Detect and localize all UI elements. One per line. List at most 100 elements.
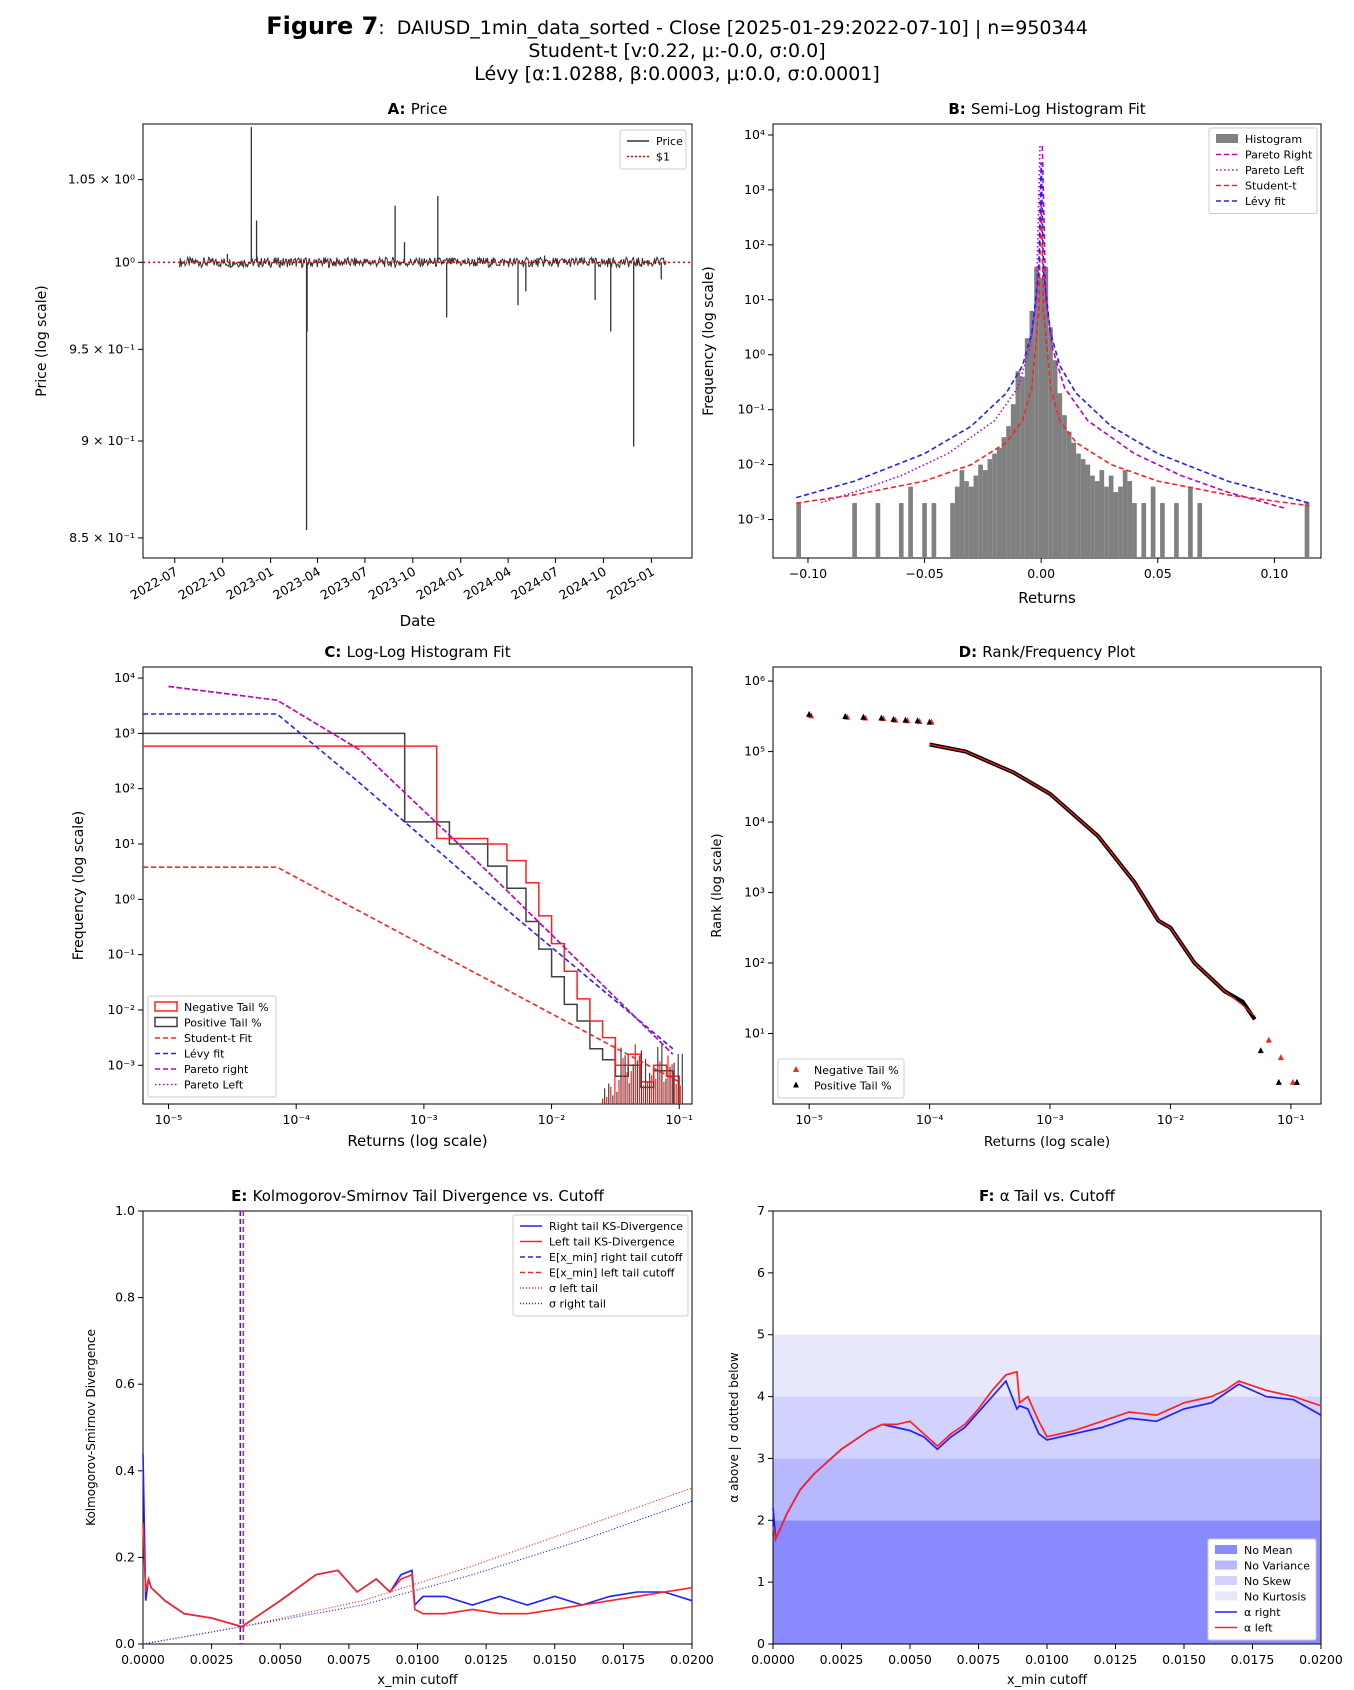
- legend-box: [619, 129, 687, 170]
- legend-box: [1208, 127, 1318, 214]
- y-tick-label: 10²: [744, 237, 765, 252]
- x-axis-label: Date: [400, 612, 436, 630]
- x-tick-label: 2023-07: [318, 564, 371, 603]
- x-tick-label: 10⁻²: [1157, 1112, 1185, 1127]
- histogram-bar: [1034, 266, 1039, 558]
- rank-marker-positive: [1293, 1078, 1300, 1085]
- x-tick-label: 0.10: [1260, 566, 1288, 581]
- legend-label: E[x_min] left tail cutoff: [549, 1267, 675, 1280]
- plot-frame: [142, 123, 693, 559]
- y-tick-label: 10⁶: [744, 673, 765, 688]
- legend-label: Student-t: [1245, 180, 1297, 193]
- histogram-bar: [1057, 393, 1063, 558]
- legend-swatch: [1216, 134, 1238, 143]
- panel-title: C: Log-Log Histogram Fit: [324, 643, 510, 661]
- histogram-bar: [1104, 486, 1109, 558]
- panel-title: D: Rank/Frequency Plot: [959, 643, 1136, 661]
- x-tick-label: −0.05: [905, 566, 943, 581]
- panel-title-text: Kolmogorov-Smirnov Tail Divergence vs. C…: [253, 1187, 605, 1205]
- y-tick-label: 10⁻²: [737, 457, 765, 472]
- x-tick-label: 10⁻³: [1036, 1112, 1064, 1127]
- y-tick-label: 9 × 10⁻¹: [81, 433, 135, 448]
- x-tick-label: 0.0150: [1162, 1652, 1206, 1667]
- legend-label: Positive Tail %: [814, 1080, 892, 1093]
- histogram-bar: [1122, 470, 1128, 558]
- panel-e-ks: E: Kolmogorov-Smirnov Tail Divergence vs…: [84, 1187, 714, 1688]
- histogram-bar: [898, 503, 904, 558]
- histogram-bar: [982, 470, 988, 558]
- y-tick-label: 7: [757, 1203, 765, 1218]
- histogram-bar: [875, 503, 881, 558]
- x-tick-label: 2024-10: [556, 564, 609, 603]
- x-tick-label: 0.00: [1027, 566, 1055, 581]
- x-tick-label: 2022-07: [128, 564, 181, 603]
- x-tick-label: 2024-07: [508, 564, 561, 603]
- y-tick-label: 8.5 × 10⁻¹: [69, 530, 135, 545]
- y-tick-label: 10⁰: [114, 254, 135, 269]
- y-tick-label: 9.5 × 10⁻¹: [69, 341, 135, 356]
- histogram-bar: [1094, 481, 1100, 558]
- rank-marker-positive: [890, 715, 897, 722]
- legend-box: [147, 995, 277, 1098]
- legend-label: Histogram: [1245, 133, 1302, 146]
- histogram-bar: [1080, 459, 1086, 558]
- alpha-left-line: [772, 1370, 1322, 1542]
- figure-title: DAIUSD_1min_data_sorted - Close [2025-01…: [396, 17, 1088, 39]
- x-tick-label: 0.0100: [1025, 1652, 1069, 1667]
- y-tick-label: 10⁻²: [107, 1002, 135, 1017]
- x-axis-label: Returns (log scale): [984, 1134, 1110, 1150]
- panel-d-rank: D: Rank/Frequency Plot 10⁻⁵ 10⁻⁴ 10⁻³ 10⁻² 10…: [710, 643, 1322, 1150]
- figure-label: Figure 7: [266, 12, 379, 40]
- y-axis-label: Price (log scale): [34, 285, 50, 396]
- x-tick-label: 10⁻¹: [665, 1112, 693, 1127]
- histogram-bar: [852, 503, 857, 558]
- x-axis-label: x_min cutoff: [1007, 1673, 1088, 1688]
- histogram-bar: [1038, 277, 1044, 558]
- rank-marker-positive: [842, 713, 849, 720]
- y-tick-label: 10⁻³: [737, 512, 765, 527]
- y-tick-label: 10³: [114, 725, 135, 740]
- y-tick-label: 6: [757, 1265, 765, 1280]
- legend-swatch: [793, 1066, 799, 1072]
- y-axis-label: α above | σ dotted below: [727, 1352, 741, 1502]
- histogram-bar: [978, 464, 983, 558]
- histogram-bar: [1090, 475, 1095, 558]
- negative-tail-step: [143, 745, 680, 1104]
- x-tick-label: 0.0175: [602, 1652, 646, 1667]
- x-tick-label: 0.0100: [396, 1652, 440, 1667]
- legend-label: Right tail KS-Divergence: [549, 1220, 683, 1233]
- x-tick-label: 0.05: [1144, 566, 1172, 581]
- rank-marker-negative: [1277, 1054, 1284, 1061]
- histogram-bar: [1024, 338, 1030, 558]
- y-tick-label: 10⁴: [744, 127, 765, 142]
- x-tick-label: 10⁻⁵: [795, 1112, 823, 1127]
- fit-line-student-t-fit: [143, 866, 680, 1083]
- rank-marker-positive: [878, 714, 885, 721]
- y-tick-label: 1.05 × 10⁰: [68, 172, 135, 187]
- rank-marker-positive: [806, 710, 813, 717]
- legend-box: [512, 1214, 689, 1317]
- panel-title: A: Price: [388, 100, 448, 118]
- figure-subtitle-student: Student-t [v:0.22, μ:-0.0, σ:0.0]: [528, 40, 826, 62]
- plot-frame: [772, 666, 1322, 1105]
- histogram-bar: [1132, 503, 1137, 558]
- legend-box: [777, 1058, 905, 1099]
- panel-title: B: Semi-Log Histogram Fit: [948, 100, 1145, 118]
- legend-label: σ left tail: [549, 1282, 598, 1295]
- x-tick-label: 10⁻³: [410, 1112, 438, 1127]
- panel-title: F: α Tail vs. Cutoff: [979, 1187, 1116, 1205]
- y-tick-label: 10³: [744, 182, 765, 197]
- y-tick-label: 0.4: [115, 1463, 135, 1478]
- histogram-bar: [950, 503, 955, 558]
- y-tick-label: 10⁰: [114, 891, 135, 906]
- histogram-bar: [987, 459, 993, 558]
- legend-swatch: [1215, 1591, 1237, 1601]
- left-tail-ks-line: [142, 1522, 693, 1628]
- panel-title-text: Price: [411, 100, 448, 118]
- legend-label: Left tail KS-Divergence: [549, 1236, 675, 1249]
- histogram-bar: [1076, 453, 1081, 558]
- rank-marker-positive: [860, 713, 867, 720]
- x-tick-label: 2024-01: [413, 564, 466, 603]
- legend-swatch: [1215, 1576, 1237, 1585]
